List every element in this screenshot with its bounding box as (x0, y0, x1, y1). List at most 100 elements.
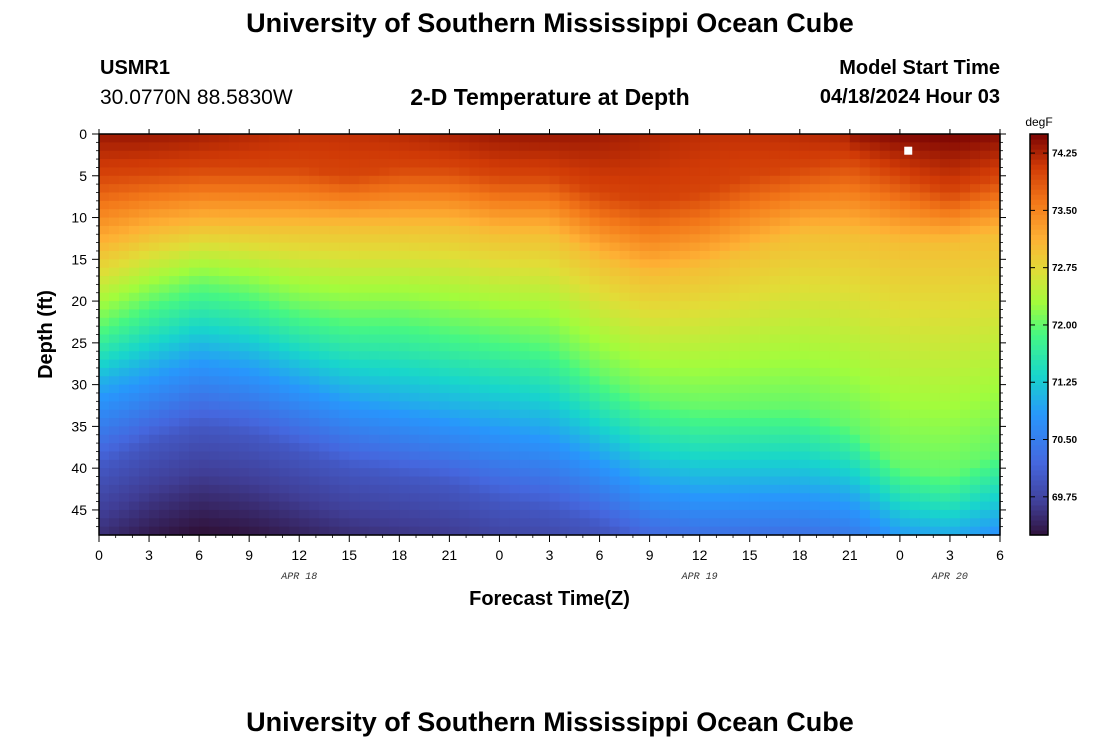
heatmap-cell (459, 217, 471, 227)
heatmap-cell (139, 526, 150, 536)
heatmap-cell (319, 367, 330, 377)
heatmap-cell (159, 501, 170, 511)
heatmap-cell (929, 459, 941, 469)
heatmap-cell (579, 267, 591, 277)
heatmap-cell (889, 326, 901, 336)
heatmap-cell (339, 267, 350, 277)
heatmap-cell (649, 359, 661, 369)
heatmap-cell (839, 493, 851, 503)
heatmap-cell (609, 351, 621, 361)
heatmap-cell (299, 159, 310, 169)
heatmap-cell (329, 317, 340, 327)
heatmap-cell (209, 484, 220, 494)
heatmap-cell (339, 200, 350, 210)
heatmap-cell (329, 401, 340, 411)
heatmap-cell (909, 200, 921, 210)
heatmap-cell (579, 167, 591, 177)
heatmap-cell (299, 493, 310, 503)
heatmap-cell (149, 359, 160, 369)
heatmap-cell (689, 209, 701, 219)
heatmap-cell (619, 451, 631, 461)
heatmap-cell (469, 259, 481, 269)
heatmap-cell (689, 501, 701, 511)
heatmap-cell (789, 309, 801, 319)
heatmap-cell (599, 526, 611, 536)
heatmap-cell (219, 509, 230, 519)
heatmap-cell (889, 401, 901, 411)
heatmap-cell (389, 167, 400, 177)
heatmap-cell (239, 317, 250, 327)
heatmap-cell (579, 418, 591, 427)
heatmap-cell (399, 376, 410, 386)
heatmap-cell (929, 334, 941, 344)
heatmap-cell (489, 501, 501, 511)
heatmap-cell (609, 392, 621, 402)
heatmap-cell (189, 225, 200, 235)
colorbar-segment (1030, 144, 1048, 150)
heatmap-cell (239, 484, 250, 494)
heatmap-cell (259, 292, 270, 302)
heatmap-cell (299, 276, 310, 285)
heatmap-cell (719, 359, 731, 369)
heatmap-cell (659, 501, 671, 511)
heatmap-cell (339, 301, 350, 311)
heatmap-cell (759, 242, 771, 252)
heatmap-cell (259, 317, 270, 327)
heatmap-cell (979, 209, 991, 219)
heatmap-cell (429, 351, 440, 361)
heatmap-cell (759, 392, 771, 402)
heatmap-cell (589, 334, 601, 344)
heatmap-cell (789, 384, 801, 394)
heatmap-cell (939, 267, 951, 277)
heatmap-cell (129, 342, 140, 352)
heatmap-cell (969, 242, 981, 252)
heatmap-cell (309, 200, 320, 210)
heatmap-cell (449, 509, 460, 519)
heatmap-cell (599, 267, 611, 277)
heatmap-cell (359, 384, 370, 394)
heatmap-cell (819, 426, 831, 436)
heatmap-cell (989, 484, 1001, 494)
heatmap-cell (249, 234, 260, 244)
heatmap-cell (829, 476, 841, 486)
heatmap-cell (819, 359, 831, 369)
heatmap-cell (859, 309, 871, 319)
heatmap-cell (709, 367, 721, 377)
heatmap-cell (259, 426, 270, 436)
heatmap-cell (729, 159, 741, 169)
heatmap-cell (879, 159, 891, 169)
heatmap-cell (989, 200, 1001, 210)
heatmap-cell (419, 501, 430, 511)
heatmap-cell (149, 217, 160, 227)
heatmap-cell (439, 317, 450, 327)
heatmap-cell (969, 159, 981, 169)
heatmap-cell (149, 209, 160, 219)
heatmap-cell (509, 309, 521, 319)
heatmap-cell (809, 175, 821, 185)
heatmap-cell (339, 217, 350, 227)
heatmap-cell (289, 476, 300, 486)
heatmap-cell (99, 401, 110, 411)
heatmap-cell (909, 267, 921, 277)
colorbar-segment (1030, 314, 1048, 321)
x-tick-label: 18 (792, 547, 808, 563)
heatmap-cell (829, 451, 841, 461)
heatmap-cell (839, 142, 851, 152)
heatmap-cell (849, 326, 861, 336)
heatmap-cell (329, 509, 340, 519)
heatmap-cell (989, 459, 1001, 469)
heatmap-cell (499, 501, 511, 511)
heatmap-cell (209, 409, 220, 419)
heatmap-cell (859, 234, 871, 244)
heatmap-cell (599, 468, 611, 478)
heatmap-cell (619, 242, 631, 252)
heatmap-cell (309, 367, 320, 377)
heatmap-cell (429, 451, 440, 461)
heatmap-cell (509, 342, 521, 352)
heatmap-cell (959, 367, 971, 377)
heatmap-cell (319, 418, 330, 427)
heatmap-cell (229, 134, 240, 143)
heatmap-cell (149, 351, 160, 361)
heatmap-cell (209, 301, 220, 311)
heatmap-cell (589, 518, 601, 528)
